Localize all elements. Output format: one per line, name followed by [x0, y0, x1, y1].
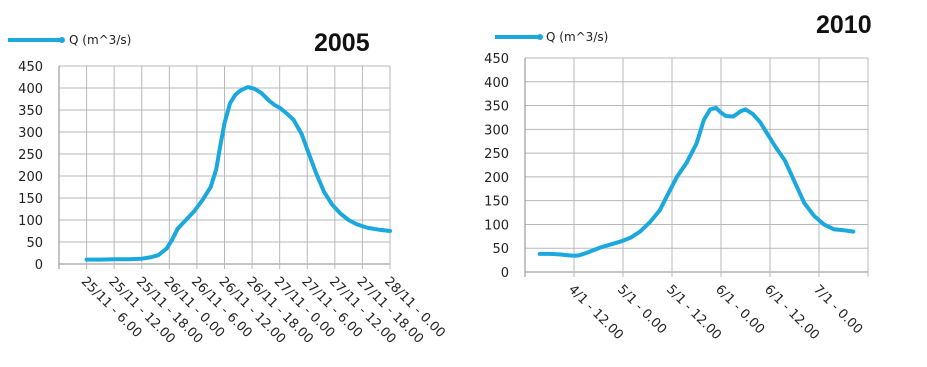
y-tick-label: 250	[484, 147, 509, 162]
series-line-2010	[537, 105, 856, 258]
legend-label-2010: Q (m^3/s)	[546, 30, 608, 44]
y-tick-label: 50	[26, 236, 43, 251]
y-tick-label: 0	[35, 258, 43, 273]
chart-title-2010: 2010	[816, 11, 872, 39]
y-tick-label: 150	[18, 192, 43, 207]
x-ticks-2010: 4/1 - 12.005/1 - 0.005/1 - 12.006/1 - 0.…	[565, 282, 865, 343]
y-tick-label: 200	[18, 170, 43, 185]
chart-2005: Q (m^3/s) 2005 450 400 350 300 250 200 150 100 5…	[8, 29, 448, 347]
y-tick-label: 400	[18, 82, 43, 97]
legend-marker-2010	[537, 34, 543, 40]
y-tick-label: 350	[18, 104, 43, 119]
legend-label-2005: Q (m^3/s)	[69, 33, 131, 47]
y-tick-label: 300	[18, 126, 43, 141]
chart-title-2005: 2005	[314, 29, 370, 57]
y-tick-label: 50	[492, 242, 509, 257]
y-tick-label: 100	[18, 214, 43, 229]
y-tick-label: 0	[501, 266, 509, 281]
y-tick-label: 150	[484, 195, 509, 210]
legend-marker-2005	[59, 37, 65, 43]
y-tick-label: 100	[484, 218, 509, 233]
chart-2010: Q (m^3/s) 2010 450 400 350 300 250 200 150 100 5…	[484, 11, 871, 343]
legend-2010: Q (m^3/s)	[495, 30, 608, 44]
y-tick-label: 250	[18, 148, 43, 163]
y-tick-label: 400	[484, 76, 509, 91]
grid-2010	[524, 57, 869, 277]
y-tick-label: 350	[484, 100, 509, 115]
series-line-2005	[84, 85, 392, 262]
legend-2005: Q (m^3/s)	[8, 33, 131, 47]
y-tick-label: 450	[484, 52, 509, 67]
grid-2005	[58, 65, 391, 269]
y-tick-label: 300	[484, 123, 509, 138]
y-ticks-2010: 450 400 350 300 250 200 150 100 50 0	[484, 52, 509, 281]
y-tick-label: 450	[18, 60, 43, 75]
y-tick-label: 200	[484, 171, 509, 186]
y-ticks-2005: 450 400 350 300 250 200 150 100 50 0	[18, 60, 43, 273]
